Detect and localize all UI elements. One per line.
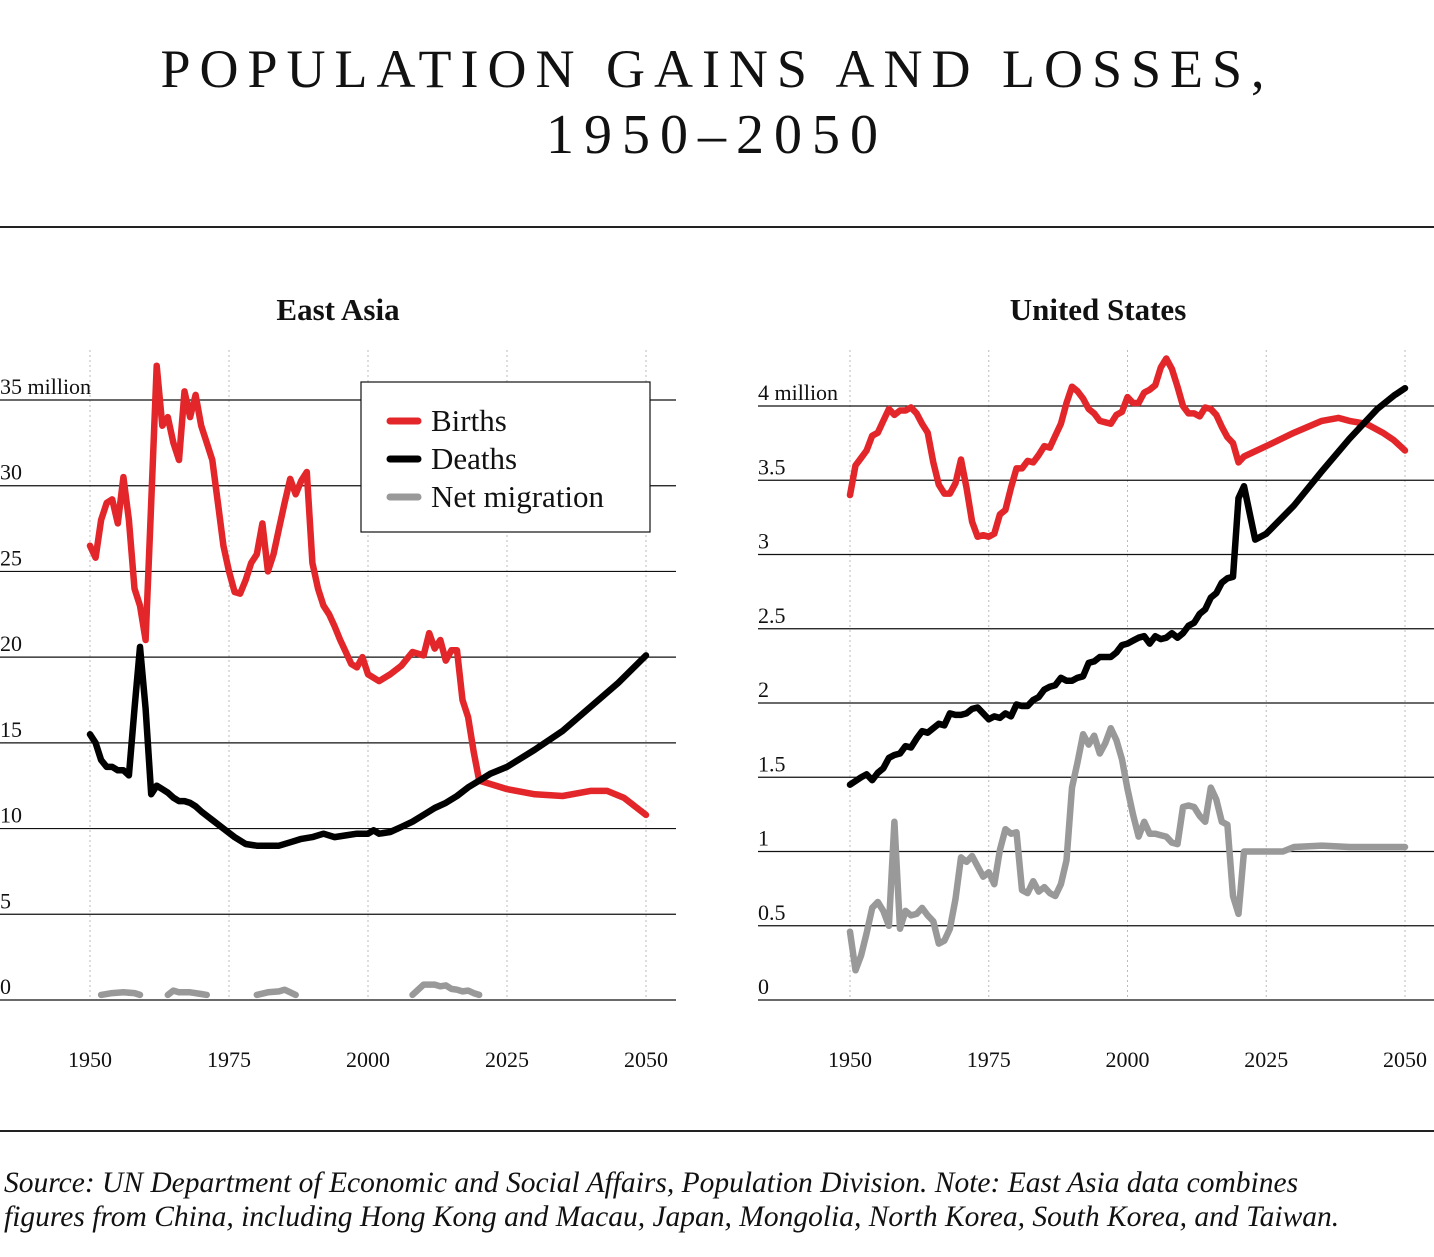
x-tick-label: 2050 [1383, 1047, 1427, 1072]
y-tick-label: 5 [0, 888, 11, 913]
panel-united-states: United States 0 0.5 1 1.5 2 2.5 3 3.5 4 million 19… [758, 292, 1434, 1072]
top-divider [0, 226, 1434, 228]
series-line-net-migration [164, 987, 211, 999]
source-note: Source: UN Department of Economic and So… [4, 1167, 1340, 1233]
x-tick-label: 1950 [828, 1047, 872, 1072]
chart-title: POPULATION GAINS AND LOSSES, 1950–2050 [0, 36, 1434, 168]
y-tick-label: 1 [758, 826, 769, 851]
legend-label-deaths: Deaths [431, 441, 517, 476]
x-tick-label: 2025 [485, 1047, 529, 1072]
series-line-births [846, 355, 1409, 540]
x-tick-label: 1975 [207, 1047, 251, 1072]
x-tick-label: 2000 [346, 1047, 390, 1072]
panel-title: East Asia [276, 292, 400, 327]
series-line-net-migration [253, 986, 299, 999]
panel-title: United States [1010, 292, 1187, 327]
series-net-migration [97, 981, 483, 999]
series-line-deaths [86, 643, 650, 849]
legend-label-births: Births [431, 403, 507, 438]
y-tick-label: 0 [758, 974, 769, 999]
x-tick-label: 2050 [624, 1047, 668, 1072]
y-tick-label: 2 [758, 677, 769, 702]
y-tick-label: 30 [0, 460, 22, 485]
x-tick-label: 1975 [967, 1047, 1011, 1072]
title-line-1: POPULATION GAINS AND LOSSES, [160, 39, 1274, 99]
y-tick-label: 3 [758, 529, 769, 554]
bottom-divider [0, 1130, 1434, 1132]
y-tick-label: 35 million [0, 374, 91, 399]
y-tick-label: 0.5 [758, 900, 786, 925]
y-tick-label: 20 [0, 631, 22, 656]
series-births [846, 355, 1409, 540]
y-tick-label: 2.5 [758, 603, 786, 628]
series-deaths [86, 643, 650, 849]
y-tick-label: 3.5 [758, 454, 786, 479]
x-tick-label: 2025 [1244, 1047, 1288, 1072]
x-tick-label: 1950 [68, 1047, 112, 1072]
y-tick-label: 10 [0, 803, 22, 828]
series-net-migration [846, 724, 1409, 974]
series-deaths [846, 384, 1409, 788]
x-tick-label: 2000 [1106, 1047, 1150, 1072]
series-line-deaths [846, 384, 1409, 788]
series-line-net-migration [97, 989, 144, 999]
series-births [86, 362, 650, 819]
y-tick-label: 25 [0, 545, 22, 570]
y-tick-label: 15 [0, 717, 22, 742]
series-line-net-migration [846, 724, 1409, 974]
y-tick-label: 1.5 [758, 751, 786, 776]
legend-label-net-migration: Net migration [431, 479, 605, 514]
y-tick-label: 0 [0, 974, 11, 999]
y-tick-label: 4 million [758, 380, 838, 405]
title-line-2: 1950–2050 [546, 104, 888, 166]
series-line-births [86, 362, 650, 819]
series-line-net-migration [409, 981, 483, 999]
